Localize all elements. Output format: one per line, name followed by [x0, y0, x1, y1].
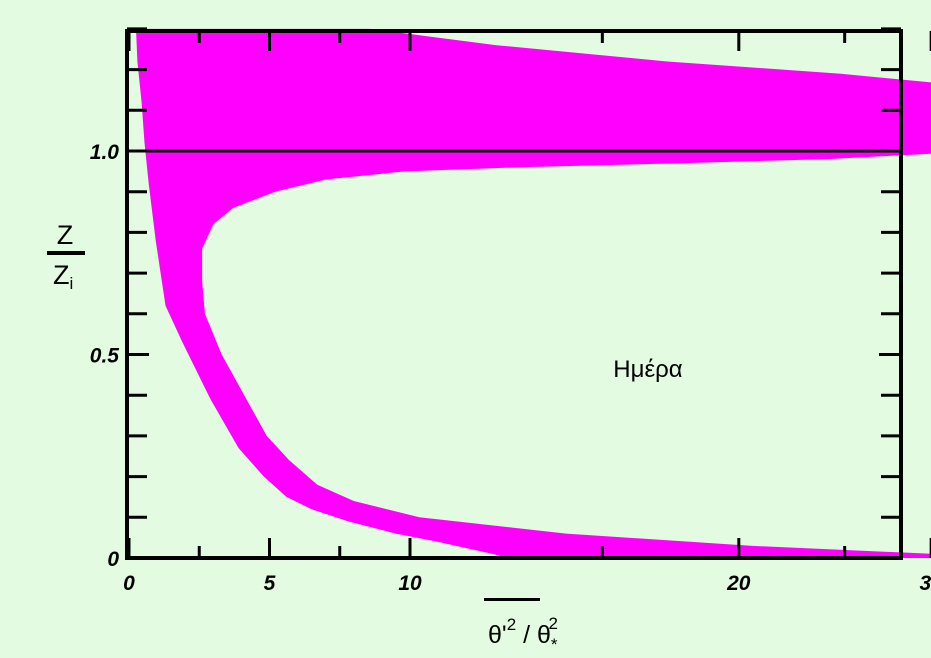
x-axis-label-text: θ'2 / θ*2 — [488, 614, 558, 654]
x-tick-label: 30 — [919, 572, 931, 595]
tick-marks — [127, 27, 931, 558]
y-axis-label: Z Zi — [47, 220, 85, 293]
y-tick-labels: 0 0.5 1.0 — [90, 141, 120, 571]
x-axis-label: θ'2 / θ*2 — [484, 598, 558, 654]
x-axis-label-overline — [484, 598, 540, 601]
x-tick-labels: 051020304050 — [123, 572, 931, 595]
x-tick-label: 0 — [123, 572, 135, 595]
y-axis-label-fraction-bar — [47, 251, 85, 255]
y-axis-label-numerator: Z — [57, 220, 74, 250]
y-tick-label: 0 — [107, 548, 119, 571]
y-axis-label-denominator: Zi — [53, 260, 73, 293]
data-band — [136, 28, 931, 558]
plot-frame — [125, 29, 903, 560]
x-tick-label: 20 — [726, 572, 751, 595]
annotation-day-label: Ημέρα — [613, 356, 683, 383]
x-tick-label: 10 — [398, 572, 422, 595]
x-tick-label: 5 — [264, 572, 276, 595]
y-tick-label: 0.5 — [90, 345, 120, 368]
y-tick-label: 1.0 — [90, 141, 120, 164]
